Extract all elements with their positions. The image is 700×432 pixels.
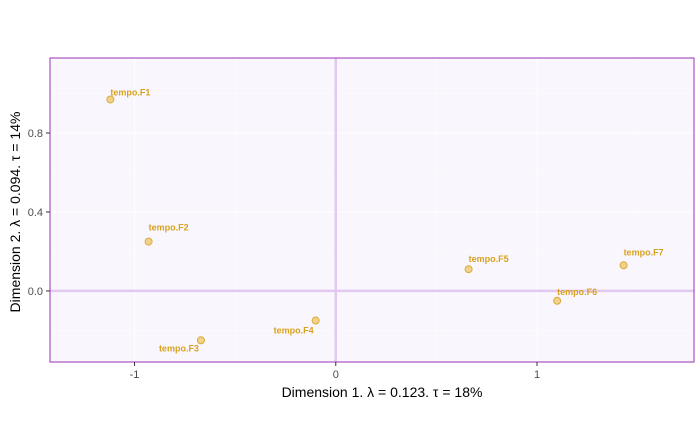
point-label: tempo.F1 xyxy=(110,87,150,97)
y-axis: 0.0 0.4 0.8 xyxy=(28,128,50,298)
data-point xyxy=(196,336,205,345)
y-tick-label: 0.8 xyxy=(28,128,43,140)
reference-lines xyxy=(50,58,694,362)
point-label: tempo.F2 xyxy=(149,223,189,233)
data-point xyxy=(106,95,115,104)
point-label: tempo.F3 xyxy=(159,343,199,353)
x-axis-title: Dimension 1. λ = 0.123. τ = 18% xyxy=(282,384,483,400)
data-point xyxy=(311,316,320,325)
data-point xyxy=(144,237,153,246)
data-points: tempo.F1 tempo.F2 tempo.F3 tempo.F4 tempo.F5… xyxy=(106,87,664,353)
x-tick-label: -1 xyxy=(130,369,140,381)
x-tick-label: 1 xyxy=(534,369,540,381)
data-point xyxy=(464,265,473,274)
x-axis: -1 0 1 xyxy=(130,362,540,381)
y-tick-label: 0.4 xyxy=(28,207,43,219)
point-label: tempo.F6 xyxy=(557,287,597,297)
data-point xyxy=(553,296,562,305)
data-point xyxy=(619,261,628,270)
plot-panel-border xyxy=(49,57,695,363)
point-label: tempo.F4 xyxy=(274,326,314,336)
y-axis-title: Dimension 2. λ = 0.094. τ = 14% xyxy=(7,112,23,313)
y-tick-label: 0.0 xyxy=(28,286,43,298)
point-label: tempo.F7 xyxy=(624,247,664,257)
x-tick-label: 0 xyxy=(333,369,339,381)
point-label: tempo.F5 xyxy=(469,254,509,264)
plot-panel xyxy=(50,58,694,362)
